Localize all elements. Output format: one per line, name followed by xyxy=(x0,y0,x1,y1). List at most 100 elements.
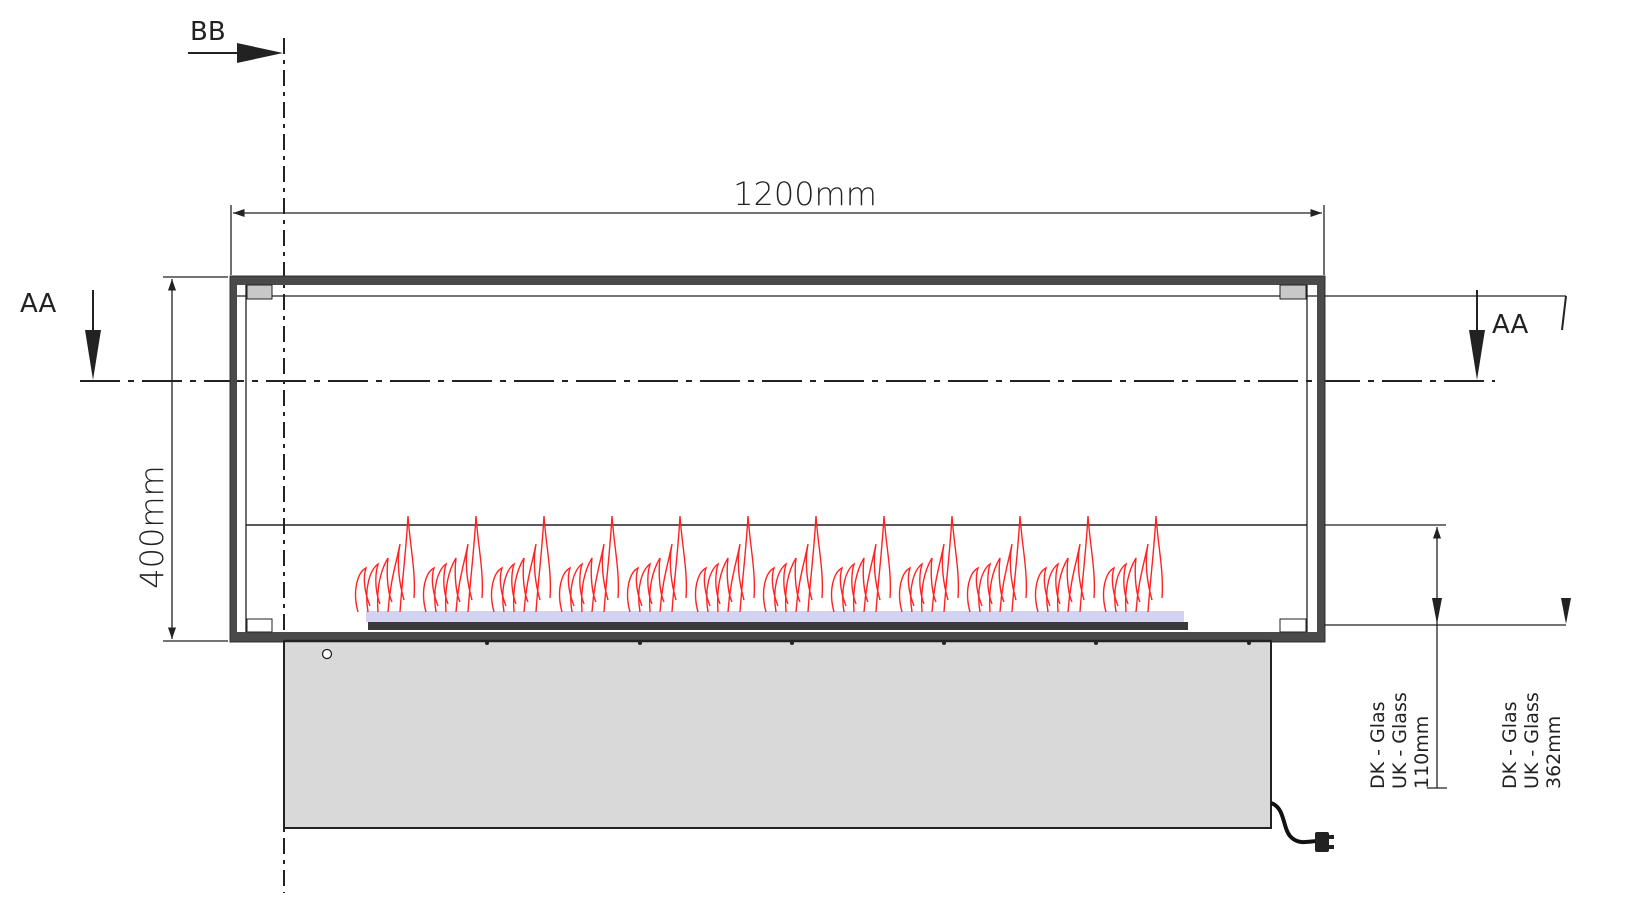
flame-stroke xyxy=(626,566,643,613)
screw-marker xyxy=(790,641,794,645)
flame-cluster xyxy=(490,515,552,613)
insert-housing xyxy=(283,639,1334,852)
housing-body xyxy=(283,640,1272,829)
corner-block-bottom-right xyxy=(1279,618,1307,633)
flame-stroke xyxy=(1102,566,1119,613)
flame-stroke xyxy=(1135,543,1153,613)
glass-note-110mm-line3: 110mm xyxy=(1411,716,1433,789)
section-aa-right-label: AA xyxy=(1492,310,1529,340)
flame-cluster xyxy=(354,515,416,613)
flame-stroke xyxy=(795,543,813,613)
screw-marker xyxy=(1094,641,1098,645)
flame-stroke xyxy=(943,515,960,613)
glass-362mm-dimension: DK - Glas UK - Glass 362mm xyxy=(1499,598,1571,789)
frame-bottom-bar xyxy=(231,632,1324,641)
height-dimension-label: 400mm xyxy=(133,465,171,588)
frame-outer xyxy=(229,275,1326,643)
screw-marker xyxy=(485,641,489,645)
flame-stroke xyxy=(354,566,371,613)
flame-cluster xyxy=(626,515,688,613)
burner-rail xyxy=(368,622,1188,630)
frame-top-bar xyxy=(231,277,1324,285)
flame-stroke xyxy=(558,566,575,613)
mounting-hole-icon xyxy=(321,648,333,660)
flame-stroke xyxy=(1124,557,1141,613)
flame-stroke xyxy=(455,543,473,613)
flame-stroke xyxy=(1046,562,1061,613)
power-cable xyxy=(1270,801,1319,845)
flame-cluster xyxy=(1034,515,1096,613)
flame-stroke xyxy=(910,562,925,613)
flame-stroke xyxy=(422,566,439,613)
flame-stroke xyxy=(739,515,756,613)
flame-cluster xyxy=(558,515,620,613)
flame-stroke xyxy=(580,557,597,613)
flame-stroke xyxy=(502,562,517,613)
flame-stroke xyxy=(490,566,507,613)
section-aa-left-arrowhead xyxy=(85,330,101,380)
flame-stroke xyxy=(399,515,416,613)
flame-stroke xyxy=(1079,515,1096,613)
flame-cluster xyxy=(898,515,960,613)
glass-110mm-lower-arrowhead xyxy=(1432,598,1442,624)
flame-stroke xyxy=(999,543,1017,613)
burner-tray xyxy=(366,611,1188,630)
glass-note-362mm-line3: 362mm xyxy=(1543,716,1565,789)
flame-stroke xyxy=(727,543,745,613)
flame-stroke xyxy=(1147,515,1164,613)
flame-stroke xyxy=(1011,515,1028,613)
glass-note-110mm-line2: UK - Glass xyxy=(1389,692,1411,789)
flame-stroke xyxy=(671,515,688,613)
flame-stroke xyxy=(444,557,461,613)
flame-stroke xyxy=(863,543,881,613)
flame-cluster xyxy=(762,515,824,613)
screw-marker xyxy=(942,641,946,645)
flame-stroke xyxy=(842,562,857,613)
flame-stroke xyxy=(807,515,824,613)
flame-effect xyxy=(354,515,1164,613)
glass-362mm-arrowhead xyxy=(1561,598,1571,624)
flame-stroke xyxy=(931,543,949,613)
flame-stroke xyxy=(659,543,677,613)
flame-stroke xyxy=(1114,562,1129,613)
width-dimension: 1200mm xyxy=(230,175,1325,275)
section-bb-label: BB xyxy=(190,17,226,47)
flame-stroke xyxy=(467,515,484,613)
height-dimension: 400mm xyxy=(133,276,228,642)
flame-stroke xyxy=(591,543,609,613)
flame-stroke xyxy=(603,515,620,613)
screw-marker xyxy=(638,641,642,645)
flame-stroke xyxy=(706,562,721,613)
glass-note-362mm: DK - Glas UK - Glass 362mm xyxy=(1499,692,1565,789)
glass-note-110mm-line1: DK - Glas xyxy=(1367,701,1389,789)
power-plug-icon xyxy=(1315,832,1334,852)
flame-stroke xyxy=(852,557,869,613)
flame-stroke xyxy=(784,557,801,613)
flame-stroke xyxy=(762,566,779,613)
flame-stroke xyxy=(512,557,529,613)
screw-marker xyxy=(1247,641,1251,645)
flame-stroke xyxy=(694,566,711,613)
glass-note-362mm-line2: UK - Glass xyxy=(1521,692,1543,789)
flame-cluster xyxy=(830,515,892,613)
flame-stroke xyxy=(366,562,381,613)
section-aa-marker: AA AA xyxy=(20,289,1567,382)
flame-stroke xyxy=(570,562,585,613)
screw-markers xyxy=(485,641,1251,645)
flame-stroke xyxy=(523,543,541,613)
flame-cluster xyxy=(966,515,1028,613)
flame-cluster xyxy=(694,515,756,613)
flame-stroke xyxy=(638,562,653,613)
flame-stroke xyxy=(535,515,552,613)
flame-stroke xyxy=(376,557,393,613)
flame-stroke xyxy=(875,515,892,613)
section-bb-arrowhead xyxy=(237,43,283,63)
flame-stroke xyxy=(774,562,789,613)
section-aa-right-arrowhead xyxy=(1469,330,1485,380)
flame-stroke xyxy=(966,566,983,613)
frame-right-post xyxy=(1317,277,1324,641)
flame-stroke xyxy=(1067,543,1085,613)
burner-glow xyxy=(366,611,1184,622)
